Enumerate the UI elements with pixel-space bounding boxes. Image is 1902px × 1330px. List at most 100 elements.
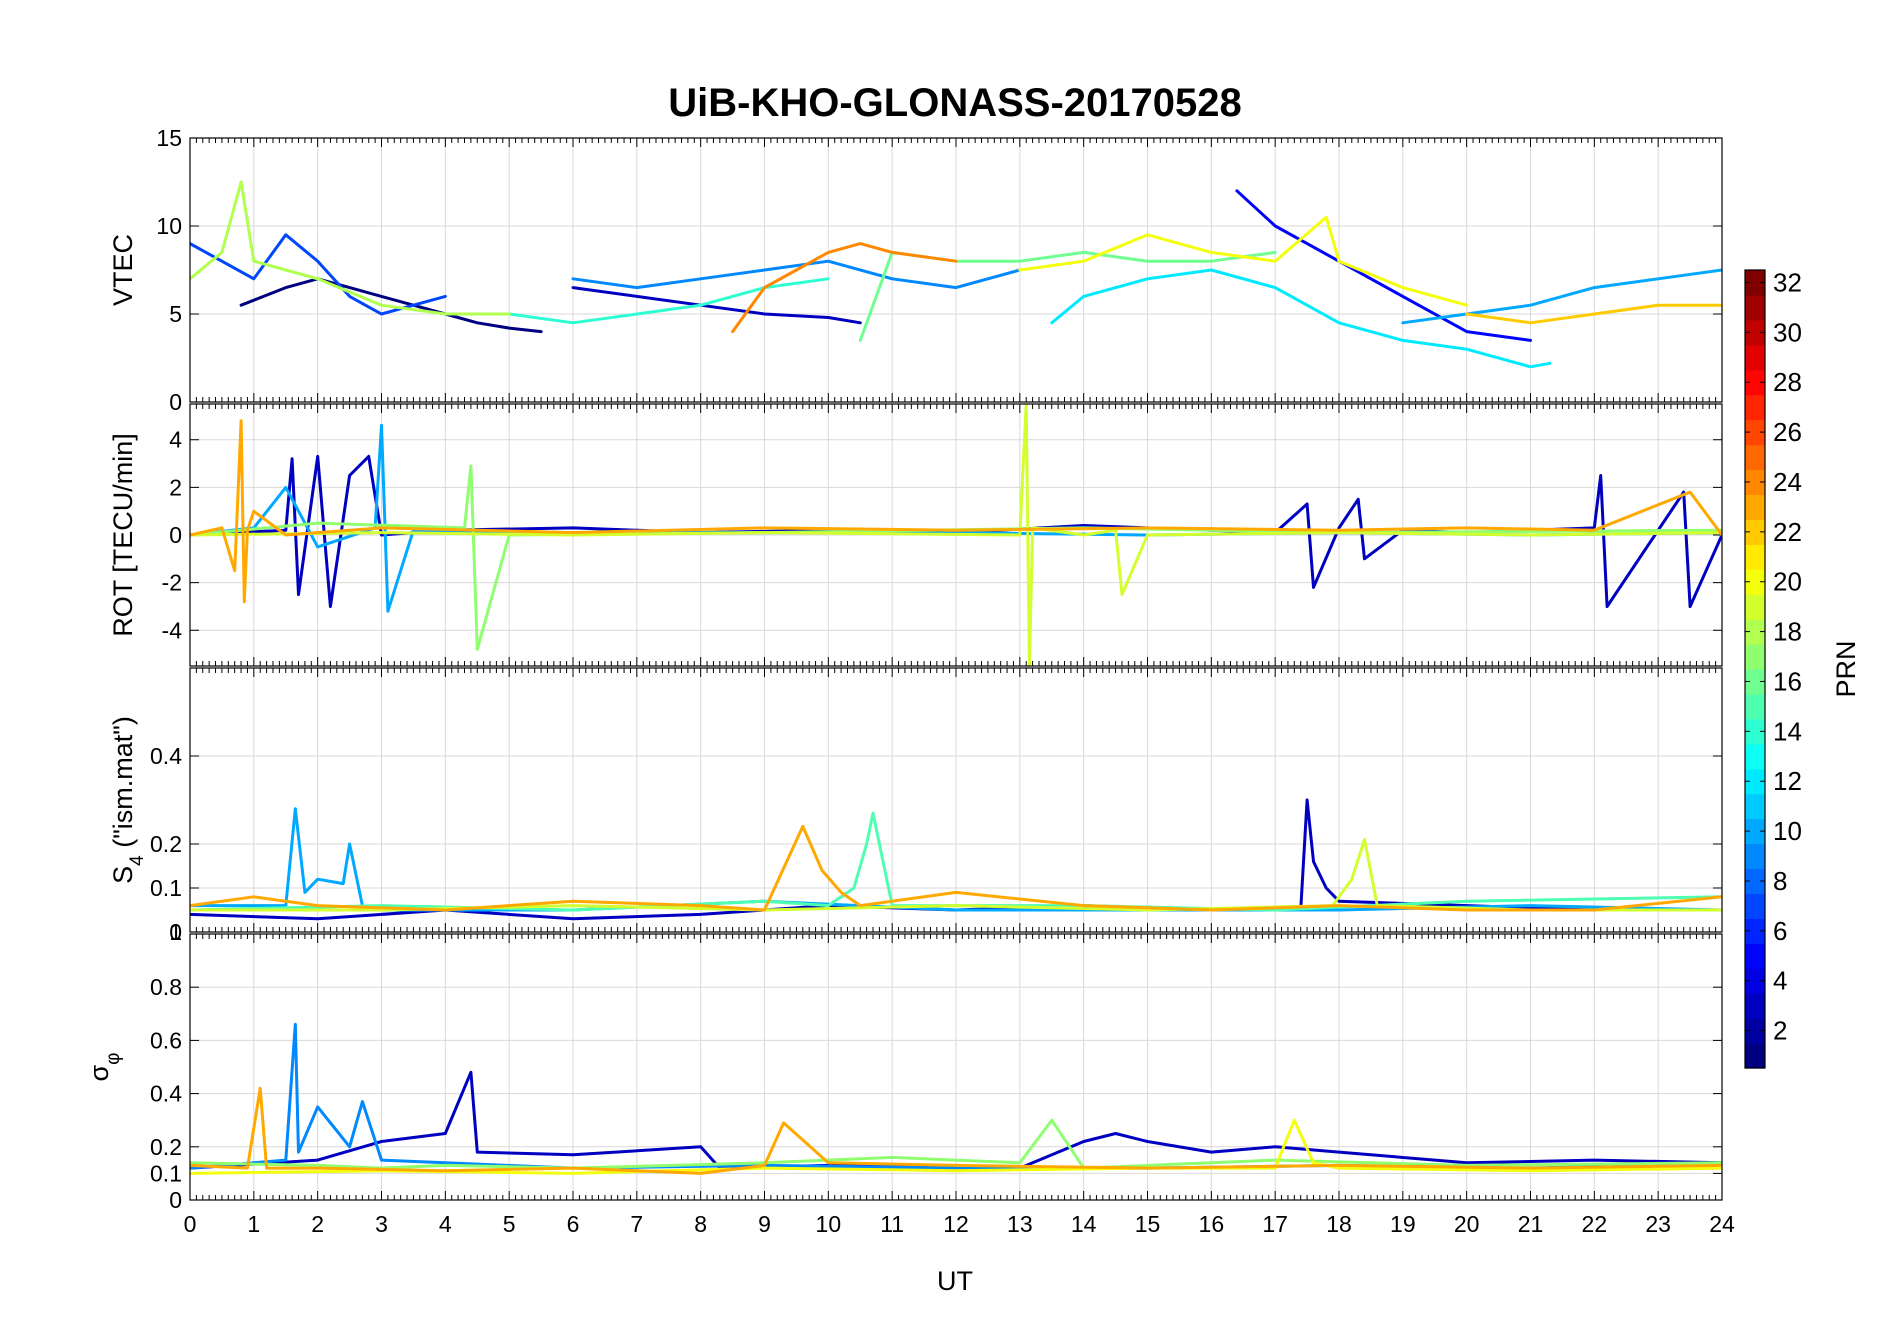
y-tick-label: 0.2 [150, 1134, 182, 1160]
data-point [1146, 526, 1149, 530]
data-point [444, 295, 447, 298]
colorbar-band [1745, 469, 1765, 496]
data-point [1337, 900, 1341, 903]
series-line-prn-23 [190, 1086, 1722, 1175]
series-line-prn-16 [858, 250, 1277, 342]
y-axis-label: ROT [TECU/min] [108, 433, 138, 637]
data-point [412, 304, 415, 307]
data-point [1210, 260, 1213, 263]
data-point [1401, 339, 1405, 342]
data-point [1082, 533, 1085, 537]
data-point [763, 312, 766, 316]
colorbar-band [1745, 743, 1765, 770]
data-point [1363, 557, 1366, 560]
data-point [1401, 321, 1405, 324]
data-point [316, 277, 319, 280]
data-point [699, 1172, 702, 1175]
data-point [827, 316, 830, 319]
data-point [1305, 798, 1309, 802]
data-point [539, 330, 543, 333]
data-point [954, 1164, 958, 1167]
colorbar-band [1745, 594, 1765, 620]
y-tick-label: -4 [162, 617, 183, 643]
colorbar-band [1745, 394, 1765, 421]
y-tick-label: 0.4 [150, 743, 182, 769]
x-tick-label: 20 [1454, 1211, 1480, 1237]
data-point [1146, 277, 1149, 280]
panel-frame [189, 137, 1723, 403]
data-point [1312, 860, 1315, 863]
colorbar-band [1745, 718, 1765, 745]
data-point [1210, 908, 1213, 912]
data-point [1312, 1161, 1315, 1165]
series-line-prn-3 [571, 286, 862, 325]
data-point [316, 1166, 319, 1170]
data-point [380, 295, 383, 298]
data-point [252, 895, 255, 898]
data-point [476, 648, 479, 651]
data-point [284, 904, 287, 907]
data-point [380, 312, 383, 316]
data-point [220, 260, 224, 263]
data-point [1401, 295, 1405, 298]
colorbar-tick-label: 26 [1773, 417, 1802, 447]
data-point [859, 904, 862, 907]
data-point [1465, 1161, 1468, 1165]
data-point [1465, 330, 1468, 333]
series-line-prn-10 [1401, 268, 1722, 325]
data-point [1274, 286, 1277, 289]
data-point [1369, 277, 1373, 280]
data-point [635, 312, 638, 316]
data-point [571, 904, 575, 907]
data-point [954, 891, 958, 894]
data-point [316, 917, 319, 920]
data-point [386, 610, 390, 613]
data-point [1337, 908, 1341, 912]
colorbar-band [1745, 419, 1765, 446]
y-axis-label: S4 ("ism.mat") [108, 716, 148, 884]
data-point [508, 312, 511, 316]
data-point [1325, 216, 1328, 219]
y-axis-label: VTEC [108, 234, 138, 306]
y-tick-label: 0 [169, 522, 182, 548]
data-point [1337, 1166, 1341, 1170]
data-point [316, 1158, 319, 1162]
colorbar-band [1745, 644, 1765, 670]
y-tick-label: 0.4 [150, 1081, 182, 1107]
panel-frame [189, 667, 1723, 933]
panel-frame [189, 403, 1723, 667]
x-tick-label: 17 [1262, 1211, 1288, 1237]
y-tick-label: 15 [156, 125, 182, 151]
data-point [233, 569, 236, 572]
series-line-prn-12 [1050, 268, 1552, 369]
data-point [1337, 526, 1341, 530]
data-point [1146, 533, 1149, 537]
data-point [1305, 502, 1309, 506]
data-point [1082, 251, 1085, 254]
traces-rot [190, 404, 1722, 666]
colorbar-band [1745, 569, 1765, 595]
x-tick-label: 7 [630, 1211, 643, 1237]
data-point [1082, 295, 1085, 298]
data-point [252, 510, 255, 513]
series-line-prn-1 [239, 277, 543, 334]
data-point [380, 533, 383, 537]
data-point [444, 1161, 447, 1165]
data-point [699, 277, 702, 280]
y-tick-label: 10 [156, 213, 182, 239]
colorbar-frame [1744, 269, 1766, 1069]
data-point [469, 1071, 473, 1074]
data-point [571, 286, 575, 289]
data-point [865, 842, 868, 846]
data-point [1293, 1119, 1296, 1122]
x-tick-label: 24 [1709, 1211, 1735, 1237]
data-point [297, 593, 300, 596]
y-tick-label: 2 [169, 474, 182, 500]
data-point [1274, 1145, 1277, 1149]
data-point [1465, 312, 1468, 316]
data-point [380, 304, 383, 307]
x-tick-label: 8 [694, 1211, 707, 1237]
data-point [891, 251, 894, 254]
data-point [827, 277, 830, 280]
